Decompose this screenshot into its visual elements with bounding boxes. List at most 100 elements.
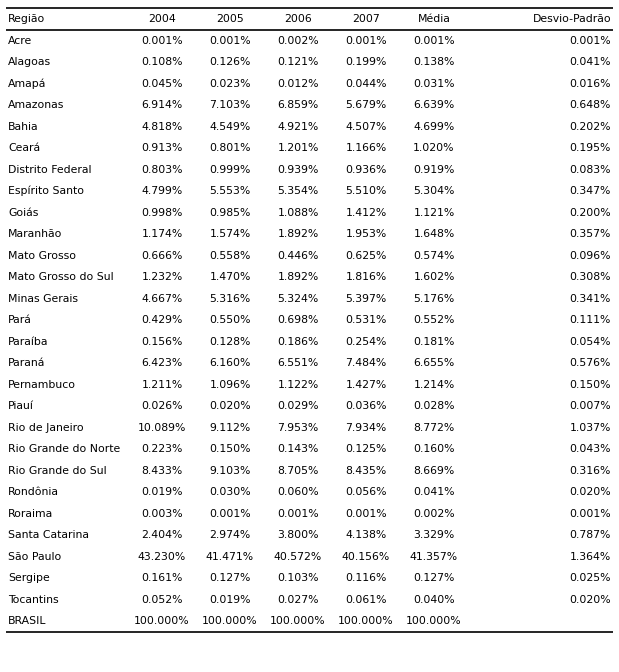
Text: 0.531%: 0.531%: [345, 315, 387, 325]
Text: 7.934%: 7.934%: [345, 423, 387, 433]
Text: 0.020%: 0.020%: [569, 487, 611, 497]
Text: 0.138%: 0.138%: [413, 57, 455, 67]
Text: 0.056%: 0.056%: [345, 487, 387, 497]
Text: 7.953%: 7.953%: [277, 423, 319, 433]
Text: Rondônia: Rondônia: [8, 487, 59, 497]
Text: 0.040%: 0.040%: [413, 595, 455, 605]
Text: 0.625%: 0.625%: [345, 251, 387, 261]
Text: 1.211%: 1.211%: [141, 380, 183, 390]
Text: 9.103%: 9.103%: [209, 466, 251, 476]
Text: 4.818%: 4.818%: [141, 122, 183, 132]
Text: 1.574%: 1.574%: [209, 229, 251, 239]
Text: 4.799%: 4.799%: [141, 186, 183, 196]
Text: 2.974%: 2.974%: [209, 530, 251, 540]
Text: 0.061%: 0.061%: [345, 595, 387, 605]
Text: 1.020%: 1.020%: [413, 143, 455, 153]
Text: 0.803%: 0.803%: [141, 165, 183, 175]
Text: 1.892%: 1.892%: [277, 272, 319, 282]
Text: 5.553%: 5.553%: [209, 186, 251, 196]
Text: Ceará: Ceará: [8, 143, 40, 153]
Text: 4.699%: 4.699%: [413, 122, 454, 132]
Text: 4.549%: 4.549%: [209, 122, 251, 132]
Text: 3.329%: 3.329%: [413, 530, 454, 540]
Text: 6.639%: 6.639%: [413, 100, 454, 110]
Text: 100.000%: 100.000%: [134, 616, 190, 626]
Text: 0.036%: 0.036%: [345, 401, 387, 411]
Text: 0.150%: 0.150%: [209, 444, 251, 454]
Text: 8.669%: 8.669%: [413, 466, 454, 476]
Text: Distrito Federal: Distrito Federal: [8, 165, 92, 175]
Text: 0.558%: 0.558%: [209, 251, 251, 261]
Text: 1.201%: 1.201%: [277, 143, 319, 153]
Text: 0.083%: 0.083%: [569, 165, 611, 175]
Text: Santa Catarina: Santa Catarina: [8, 530, 89, 540]
Text: 43.230%: 43.230%: [138, 552, 186, 562]
Text: 0.027%: 0.027%: [277, 595, 319, 605]
Text: 5.304%: 5.304%: [413, 186, 455, 196]
Text: 0.648%: 0.648%: [569, 100, 611, 110]
Text: 0.001%: 0.001%: [209, 509, 251, 519]
Text: 0.576%: 0.576%: [569, 358, 611, 368]
Text: 0.160%: 0.160%: [413, 444, 455, 454]
Text: Rio de Janeiro: Rio de Janeiro: [8, 423, 84, 433]
Text: 0.125%: 0.125%: [345, 444, 387, 454]
Text: 0.045%: 0.045%: [141, 79, 183, 89]
Text: 0.223%: 0.223%: [141, 444, 183, 454]
Text: 0.919%: 0.919%: [413, 165, 455, 175]
Text: 1.602%: 1.602%: [413, 272, 455, 282]
Text: 0.446%: 0.446%: [277, 251, 319, 261]
Text: 0.054%: 0.054%: [569, 337, 611, 347]
Text: 0.308%: 0.308%: [569, 272, 611, 282]
Text: 0.550%: 0.550%: [209, 315, 251, 325]
Text: 0.985%: 0.985%: [209, 208, 251, 218]
Text: 100.000%: 100.000%: [270, 616, 326, 626]
Text: Espírito Santo: Espírito Santo: [8, 186, 84, 196]
Text: 4.507%: 4.507%: [345, 122, 387, 132]
Text: 0.698%: 0.698%: [277, 315, 319, 325]
Text: Minas Gerais: Minas Gerais: [8, 294, 78, 304]
Text: 5.324%: 5.324%: [277, 294, 319, 304]
Text: 100.000%: 100.000%: [202, 616, 258, 626]
Text: 7.484%: 7.484%: [345, 358, 387, 368]
Text: 0.096%: 0.096%: [569, 251, 611, 261]
Text: 0.254%: 0.254%: [345, 337, 387, 347]
Text: 0.001%: 0.001%: [413, 36, 455, 46]
Text: 0.002%: 0.002%: [413, 509, 455, 519]
Text: 6.655%: 6.655%: [413, 358, 454, 368]
Text: 0.001%: 0.001%: [345, 36, 387, 46]
Text: 41.471%: 41.471%: [206, 552, 254, 562]
Text: 0.552%: 0.552%: [413, 315, 455, 325]
Text: 4.667%: 4.667%: [141, 294, 183, 304]
Text: 1.214%: 1.214%: [413, 380, 454, 390]
Text: 0.127%: 0.127%: [413, 573, 455, 583]
Text: 8.705%: 8.705%: [277, 466, 319, 476]
Text: 0.041%: 0.041%: [413, 487, 455, 497]
Text: 0.128%: 0.128%: [209, 337, 251, 347]
Text: 0.181%: 0.181%: [413, 337, 455, 347]
Text: 0.002%: 0.002%: [277, 36, 319, 46]
Text: 1.648%: 1.648%: [413, 229, 454, 239]
Text: 0.030%: 0.030%: [209, 487, 251, 497]
Text: 6.160%: 6.160%: [209, 358, 251, 368]
Text: 0.103%: 0.103%: [277, 573, 319, 583]
Text: Sergipe: Sergipe: [8, 573, 50, 583]
Text: 5.176%: 5.176%: [413, 294, 454, 304]
Text: 0.031%: 0.031%: [413, 79, 455, 89]
Text: 0.574%: 0.574%: [413, 251, 455, 261]
Text: 0.060%: 0.060%: [277, 487, 319, 497]
Text: 100.000%: 100.000%: [338, 616, 394, 626]
Text: 1.412%: 1.412%: [345, 208, 387, 218]
Text: 1.364%: 1.364%: [569, 552, 611, 562]
Text: 0.001%: 0.001%: [345, 509, 387, 519]
Text: São Paulo: São Paulo: [8, 552, 61, 562]
Text: 0.150%: 0.150%: [569, 380, 611, 390]
Text: 0.003%: 0.003%: [141, 509, 183, 519]
Text: Média: Média: [418, 14, 451, 24]
Text: 0.001%: 0.001%: [277, 509, 319, 519]
Text: 0.161%: 0.161%: [141, 573, 183, 583]
Text: 0.199%: 0.199%: [345, 57, 387, 67]
Text: 2.404%: 2.404%: [141, 530, 183, 540]
Text: 0.025%: 0.025%: [569, 573, 611, 583]
Text: 0.143%: 0.143%: [277, 444, 319, 454]
Text: 0.020%: 0.020%: [569, 595, 611, 605]
